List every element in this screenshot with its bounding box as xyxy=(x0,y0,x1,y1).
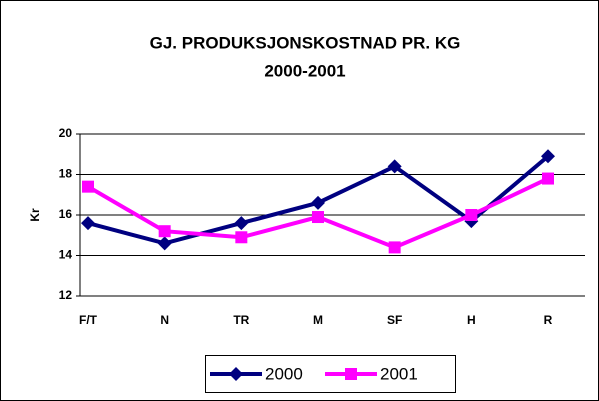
point xyxy=(235,231,248,244)
x-tick-label: F/T xyxy=(79,313,98,327)
point xyxy=(81,216,95,231)
point xyxy=(465,209,478,221)
point xyxy=(542,172,554,185)
y-axis-label: Kr xyxy=(28,208,42,222)
y-tick-label: 14 xyxy=(59,248,73,262)
x-tick-label: N xyxy=(160,313,169,327)
chart-title: GJ. PRODUKSJONSKOSTNAD PR. KG xyxy=(150,33,461,52)
point xyxy=(387,159,402,174)
point xyxy=(158,225,171,238)
x-tick-label: R xyxy=(544,313,553,327)
x-tick-label: M xyxy=(313,313,323,327)
y-tick-label: 12 xyxy=(59,288,73,302)
legend-marker xyxy=(345,368,357,380)
point xyxy=(157,236,172,251)
point xyxy=(311,195,325,210)
x-tick-label: TR xyxy=(233,313,249,327)
chart-subtitle: 2000-2001 xyxy=(264,61,345,80)
legend-marker xyxy=(229,367,243,381)
point xyxy=(234,216,249,231)
y-tick-label: 16 xyxy=(59,207,73,221)
x-tick-label: H xyxy=(467,313,476,327)
y-tick-label: 20 xyxy=(59,126,73,140)
legend-label: 2001 xyxy=(380,364,418,383)
point xyxy=(82,180,94,193)
point xyxy=(541,149,555,164)
legend-label: 2000 xyxy=(265,364,303,383)
x-tick-label: SF xyxy=(387,313,402,327)
y-tick-label: 18 xyxy=(59,167,73,181)
point xyxy=(312,211,324,224)
point xyxy=(388,241,401,254)
